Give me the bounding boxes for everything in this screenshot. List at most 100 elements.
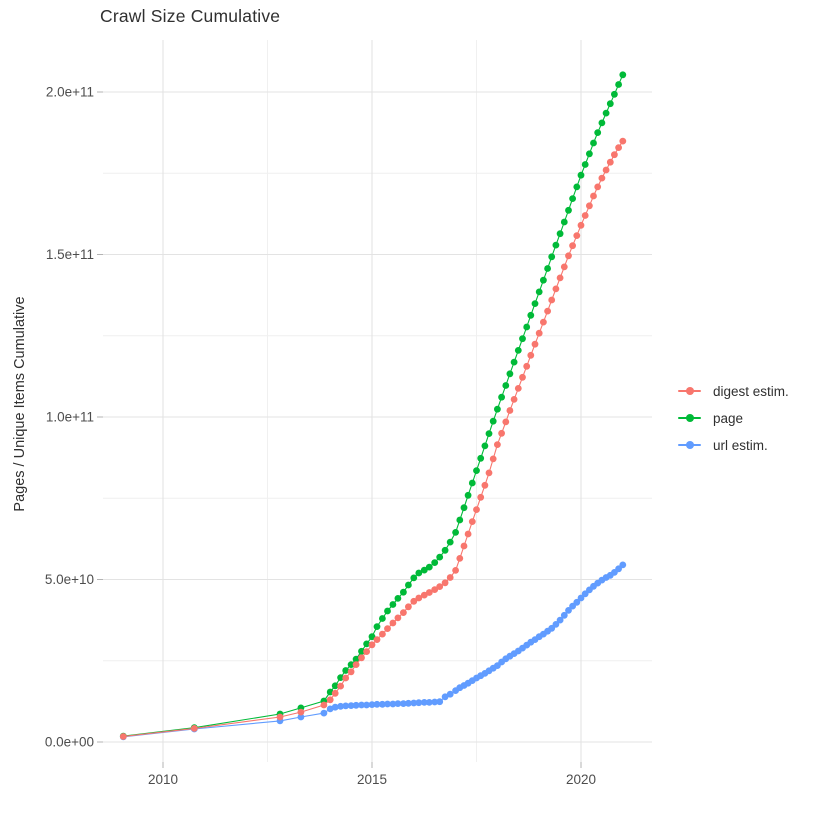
data-point [510,396,518,403]
data-point [477,493,485,501]
data-point [590,139,597,147]
data-point [446,574,454,581]
data-point [556,274,564,282]
data-point [519,335,526,343]
data-point [379,700,386,708]
data-point [598,119,606,127]
y-tick-label: 5.0e+10 [45,572,94,587]
data-point [331,689,339,697]
y-tick-label: 0.0e+00 [45,735,94,750]
data-point [556,230,564,238]
data-point [368,641,376,649]
data-point [514,385,522,392]
y-tick-labels: 0.0e+00 5.0e+10 1.0e+11 1.5e+11 2.0e+11 [45,85,94,750]
data-point [531,340,539,348]
data-point [368,633,376,641]
legend-label-digest-estim: digest estim. [713,383,789,399]
data-point [602,166,610,174]
data-point [410,699,418,707]
legend-label-url-estim: url estim. [713,437,768,453]
data-point [602,109,610,117]
data-point [489,455,497,463]
data-point [523,362,531,370]
data-point [606,158,614,166]
data-point [352,655,360,663]
x-tick-label: 2020 [566,772,596,787]
data-point [506,407,514,414]
data-point [506,370,514,378]
data-point [452,529,459,536]
data-point [389,619,397,627]
data-point [494,405,501,413]
data-point [347,661,355,668]
data-point [384,607,391,615]
data-point [544,265,551,272]
data-point [586,202,593,210]
data-point [619,71,627,79]
data-point [389,700,397,708]
data-point [527,311,535,319]
legend-key-url-estim-icon [678,441,701,449]
data-point [446,690,454,698]
chart-title: Crawl Size Cumulative [100,6,281,26]
data-point [415,594,423,602]
data-point [573,232,581,240]
data-point [535,329,543,337]
legend-item-digest-estim: digest estim. [678,383,789,399]
data-point [586,150,593,158]
data-point [502,382,510,389]
data-point [615,81,622,88]
legend-label-page: page [713,410,744,426]
y-tick-label: 1.0e+11 [46,410,94,425]
data-point [494,441,501,448]
data-point [560,263,568,271]
data-point [460,542,468,550]
data-point [352,661,360,668]
data-point [468,518,476,525]
data-point [415,569,423,577]
data-point [337,674,344,681]
data-point [358,654,365,662]
data-point [410,574,418,582]
data-point [606,100,614,108]
data-point [581,161,589,168]
data-point [611,90,618,98]
data-point [485,430,493,437]
data-point [431,559,439,566]
data-point [425,699,433,706]
data-point [552,621,560,628]
data-point [594,183,602,191]
data-point [297,708,305,716]
data-point [481,481,489,489]
legend-item-url-estim: url estim. [678,437,789,453]
data-point [527,351,535,359]
data-point [352,701,360,709]
data-point [363,640,370,648]
data-point [342,674,350,682]
data-point [379,630,386,638]
data-point [619,561,627,569]
data-point [556,616,564,624]
legend-item-page: page [678,410,789,426]
axis-ticks [97,91,582,768]
minor-gridlines [103,40,652,762]
data-point [384,625,391,632]
data-point [569,242,576,250]
data-point [452,567,459,574]
data-point [363,701,370,709]
data-point [598,174,606,182]
data-point [431,586,439,593]
data-point [441,693,449,701]
data-point [347,702,355,709]
data-point [425,589,433,596]
data-point [373,636,381,643]
x-tick-label: 2010 [148,772,178,787]
data-point [405,699,412,707]
legend-key-digest-estim-icon [678,387,701,395]
data-point [119,733,127,740]
data-point [436,698,444,706]
x-tick-labels: 2010 2015 2020 [148,772,596,787]
data-point [373,700,381,708]
data-point [331,703,339,711]
